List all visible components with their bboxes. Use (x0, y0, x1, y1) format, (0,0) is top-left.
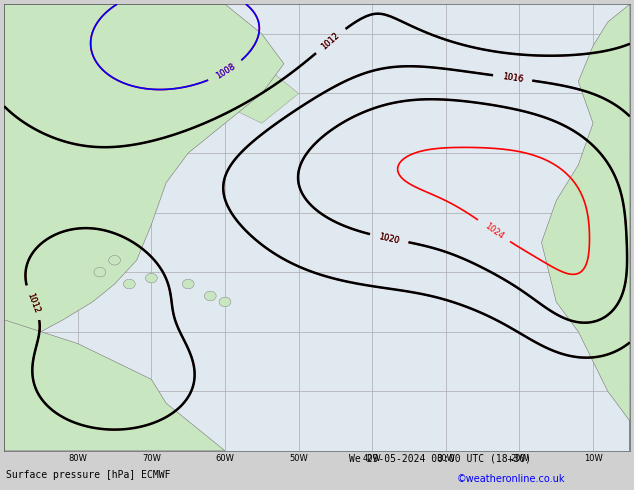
Text: 1016: 1016 (501, 72, 524, 84)
Text: 1012: 1012 (320, 30, 342, 51)
Polygon shape (4, 4, 284, 332)
Text: 70W: 70W (142, 454, 161, 463)
Text: 30W: 30W (436, 454, 455, 463)
Circle shape (94, 268, 106, 277)
Text: Surface pressure [hPa] ECMWF: Surface pressure [hPa] ECMWF (6, 470, 171, 480)
Text: 40W: 40W (363, 454, 382, 463)
Text: 80W: 80W (68, 454, 87, 463)
Polygon shape (4, 22, 299, 243)
Text: We 29-05-2024 00:00 UTC (18+30): We 29-05-2024 00:00 UTC (18+30) (349, 453, 531, 463)
Polygon shape (4, 320, 225, 451)
Text: 60W: 60W (216, 454, 235, 463)
Text: 1020: 1020 (378, 232, 401, 245)
Text: 50W: 50W (289, 454, 308, 463)
Text: 1024: 1024 (482, 221, 505, 241)
Text: 10W: 10W (584, 454, 602, 463)
Circle shape (183, 279, 194, 289)
Text: 1012: 1012 (25, 291, 41, 314)
Circle shape (108, 255, 120, 265)
Text: ©weatheronline.co.uk: ©weatheronline.co.uk (456, 474, 565, 484)
Circle shape (219, 297, 231, 307)
Polygon shape (541, 4, 630, 451)
Text: 1012: 1012 (320, 30, 342, 51)
Text: 1008: 1008 (214, 62, 237, 81)
Circle shape (124, 279, 135, 289)
Text: 1020: 1020 (378, 232, 401, 245)
Text: 1016: 1016 (501, 72, 524, 84)
Text: 1008: 1008 (214, 62, 237, 81)
Text: 20W: 20W (510, 454, 529, 463)
Circle shape (145, 273, 157, 283)
Circle shape (204, 291, 216, 301)
Text: 1012: 1012 (25, 291, 41, 314)
